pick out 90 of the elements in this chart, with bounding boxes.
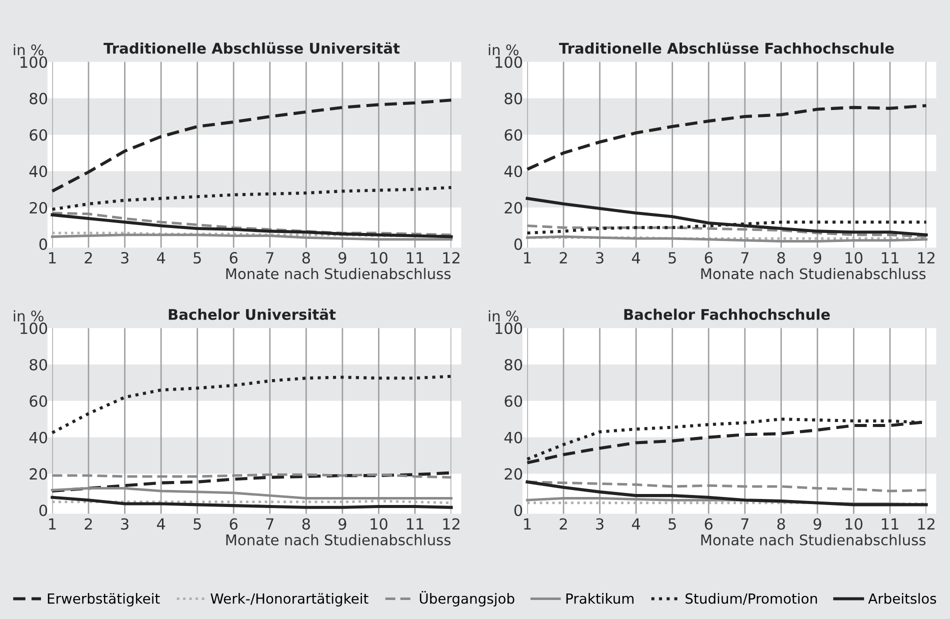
x-tick-label: 1 [524,518,531,530]
x-tick-label: 11 [406,252,424,264]
legend-label: Arbeitslos [868,593,936,604]
x-tick-label: 12 [443,252,460,264]
x-tick-label: 10 [370,518,388,530]
x-tick-label: 2 [560,518,567,530]
x-tick-label: 6 [704,518,713,530]
x-tick-label: 12 [918,518,934,530]
x-tick-label: 4 [156,252,166,264]
x-axis-title: Monate nach Studienabschluss [701,268,926,280]
x-tick-label: 11 [882,518,898,530]
x-tick-label: 10 [846,518,862,530]
y-tick-label: 100 [20,322,48,334]
y-tick-label: 40 [29,432,48,444]
legend-label: Praktikum [566,593,634,604]
chart-title: Traditionelle Abschlüsse Fachhochschule [559,42,894,54]
y-axis-title: in % [14,44,44,56]
y-axis-title: in % [488,44,518,56]
y-tick-label: 0 [514,504,522,516]
x-tick-label: 1 [524,252,531,264]
y-tick-label: 80 [504,92,522,104]
x-tick-label: 2 [560,252,567,264]
x-tick-label: 3 [121,518,128,530]
x-tick-label: 11 [882,252,898,264]
x-tick-label: 1 [49,252,56,264]
y-tick-label: 80 [30,92,48,104]
x-tick-label: 2 [84,252,92,264]
y-axis-title: in % [14,310,44,322]
y-tick-label: 100 [496,56,522,68]
x-tick-label: 1 [49,518,56,530]
y-tick-label: 60 [30,129,48,141]
chart-title: Bachelor Fachhochschule [624,308,830,320]
x-tick-label: 3 [596,518,604,530]
x-tick-label: 10 [846,252,862,264]
y-tick-label: 20 [30,202,48,214]
legend-label: Erwerbstätigkeit [48,593,160,606]
y-tick-label: 80 [504,358,522,371]
x-tick-label: 5 [668,518,676,530]
x-axis-title: Monate nach Studienabschluss [226,268,451,280]
legend-label: Studium/Promotion [686,593,817,605]
x-tick-label: 4 [156,518,166,530]
y-axis-title: in % [488,310,518,322]
chart-title: Bachelor Universität [168,308,336,320]
x-tick-label: 8 [302,518,310,530]
x-tick-label: 7 [741,518,748,530]
y-tick-label: 0 [39,504,48,516]
x-axis-title: Monate nach Studienabschluss [701,534,926,546]
y-tick-label: 60 [504,395,522,407]
x-tick-label: 5 [194,252,201,264]
chart-title: Traditionelle Abschlüsse Universität [104,42,400,54]
x-tick-label: 2 [84,518,92,530]
x-tick-label: 4 [632,252,640,264]
y-tick-label: 40 [29,166,48,178]
x-tick-label: 9 [814,518,822,530]
x-axis-title: Monate nach Studienabschluss [226,534,451,546]
y-tick-label: 0 [514,238,522,250]
y-tick-label: 100 [496,322,522,334]
x-tick-label: 8 [302,252,310,264]
legend-label: Werk-/Honorartätigkeit [210,593,368,606]
y-tick-label: 100 [20,56,48,68]
x-tick-label: 10 [370,252,388,264]
x-tick-label: 3 [596,252,604,264]
y-tick-label: 60 [30,395,48,407]
x-tick-label: 7 [266,518,274,530]
y-tick-label: 20 [30,468,48,480]
x-tick-label: 9 [338,518,346,530]
x-tick-label: 5 [194,518,201,530]
x-tick-label: 7 [741,252,748,264]
x-tick-label: 4 [632,518,640,530]
x-tick-label: 7 [266,252,274,264]
y-tick-label: 60 [504,129,522,141]
x-tick-label: 6 [230,252,238,264]
x-tick-label: 3 [121,252,128,264]
y-tick-label: 20 [504,468,522,480]
x-tick-label: 11 [406,518,424,530]
x-tick-label: 9 [814,252,822,264]
x-tick-label: 12 [443,518,460,530]
y-tick-label: 80 [30,358,48,371]
x-tick-label: 9 [338,252,346,264]
x-tick-label: 6 [704,252,713,264]
y-tick-label: 40 [504,432,522,444]
x-tick-label: 8 [777,518,785,530]
y-tick-label: 40 [504,166,522,178]
x-tick-label: 6 [230,518,238,530]
legend-label: Übergangsjob [420,590,514,606]
y-tick-label: 0 [39,238,48,250]
y-tick-label: 20 [504,202,522,214]
x-tick-label: 12 [918,252,934,264]
x-tick-label: 8 [777,252,785,264]
x-tick-label: 5 [668,252,676,264]
